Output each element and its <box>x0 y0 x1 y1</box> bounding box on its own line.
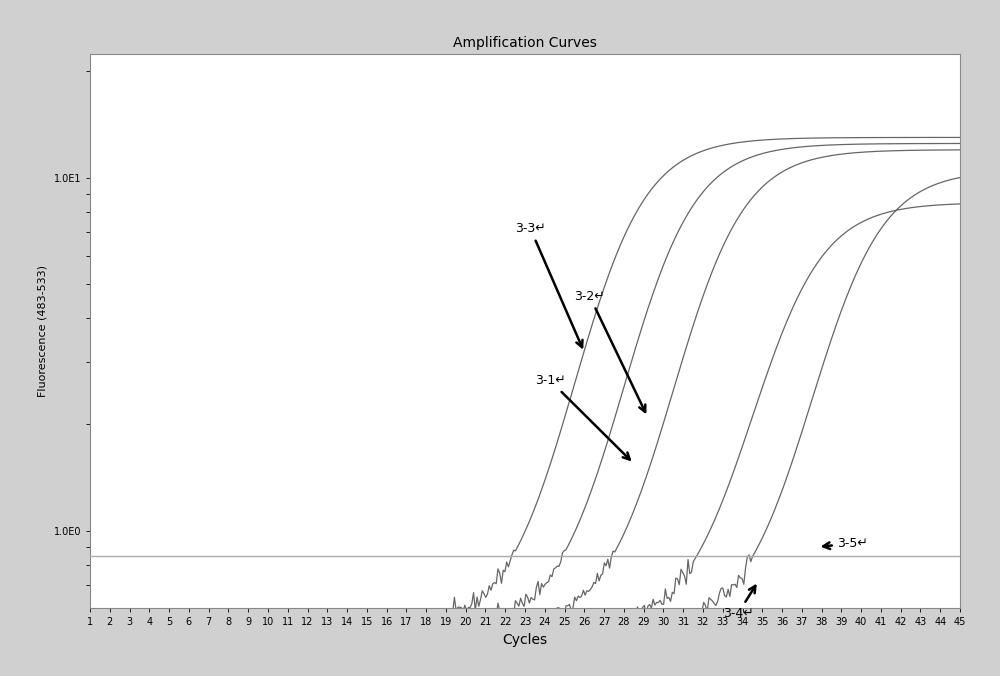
Text: 3-5↵: 3-5↵ <box>823 537 868 550</box>
Title: Amplification Curves: Amplification Curves <box>453 36 597 50</box>
Text: 3-1↵: 3-1↵ <box>535 375 630 460</box>
X-axis label: Cycles: Cycles <box>502 633 548 647</box>
Text: 3-4↵: 3-4↵ <box>723 586 755 620</box>
Text: 3-3↵: 3-3↵ <box>515 222 582 347</box>
Y-axis label: Fluorescence (483-533): Fluorescence (483-533) <box>38 265 48 397</box>
Text: 3-2↵: 3-2↵ <box>574 290 645 412</box>
